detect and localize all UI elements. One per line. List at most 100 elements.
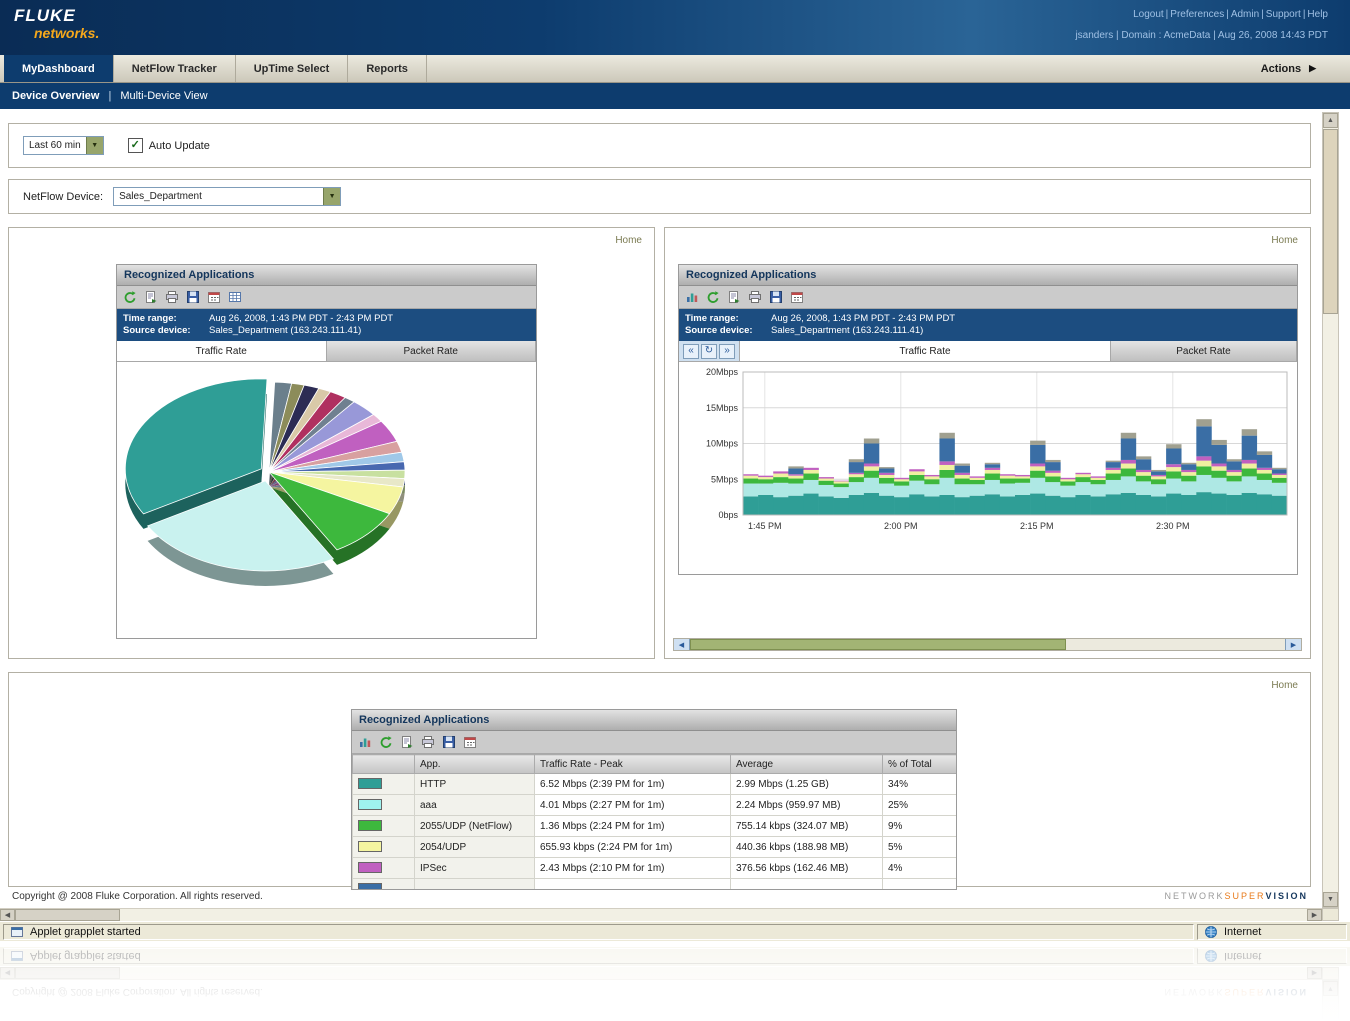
time-range-value: Aug 26, 2008, 1:43 PM PDT - 2:43 PM PDT [209, 313, 394, 324]
widget-info: Time range: Aug 26, 2008, 1:43 PM PDT - 2… [117, 309, 536, 341]
source-device-value: Sales_Department (163.243.111.41) [771, 325, 924, 336]
table-row: aaa 4.01 Mbps (2:27 PM for 1m) 2.24 Mbps (… [352, 794, 956, 816]
widget-title: Recognized Applications [352, 710, 956, 731]
pct-cell: 5% [882, 836, 956, 858]
print-icon[interactable] [747, 289, 763, 305]
time-range-value: Last 60 min [29, 140, 81, 151]
header-link-admin[interactable]: Admin [1230, 9, 1260, 20]
separator: | [108, 90, 112, 102]
tab-reports[interactable]: Reports [348, 55, 427, 82]
netflow-device-select[interactable]: Sales_Department ▼ [113, 187, 342, 206]
table-row [352, 878, 956, 889]
export-icon[interactable] [143, 289, 159, 305]
export-icon[interactable] [726, 289, 742, 305]
calendar-icon[interactable] [462, 734, 478, 750]
actions-label: Actions [1260, 62, 1302, 75]
chart-icon[interactable] [357, 734, 373, 750]
header-link-preferences[interactable]: Preferences [1170, 9, 1225, 20]
session-info: jsanders | Domain : AcmeData | Aug 26, 2… [1075, 30, 1328, 41]
chart-scrollbar[interactable]: ◀ ▶ [673, 638, 1302, 651]
auto-update-checkbox[interactable]: ✓ [127, 138, 143, 153]
tab-uptime-select[interactable]: UpTime Select [236, 55, 349, 82]
pie-panel: Home Recognized Applications Time range:… [8, 227, 655, 659]
table-row: 2055/UDP (NetFlow) 1.36 Mbps (2:24 PM for… [352, 815, 956, 837]
peak-cell: 2.43 Mbps (2:10 PM for 1m) [534, 857, 731, 879]
tab-packet-rate[interactable]: Packet Rate [1111, 341, 1297, 361]
scroll-left-icon[interactable]: ◀ [674, 639, 690, 650]
scrollbar-thumb[interactable] [690, 639, 1067, 650]
widget-tabs: «↻» Traffic Rate Packet Rate [679, 341, 1297, 362]
trend-nav: «↻» [679, 341, 740, 361]
header-link-support[interactable]: Support [1265, 9, 1301, 20]
table-panel: Home Recognized Applications App. Traffi… [8, 672, 1311, 890]
back-icon[interactable] [378, 734, 394, 750]
scroll-right-icon[interactable]: ▶ [1307, 909, 1322, 921]
skip-back-icon[interactable]: « [683, 343, 699, 359]
separator: | [1165, 9, 1169, 20]
recognized-applications-trend-widget: Recognized Applications Time range: Aug 2… [678, 264, 1298, 575]
scrollbar-track[interactable] [120, 909, 1307, 921]
source-device-label: Source device: [123, 325, 191, 336]
chevron-down-icon: ▼ [323, 188, 341, 205]
scroll-down-icon[interactable]: ▼ [1323, 892, 1338, 907]
subnav-device-overview[interactable]: Device Overview [12, 90, 100, 102]
actions-menu[interactable]: Actions ▶ [1261, 55, 1316, 82]
chart-icon[interactable] [684, 289, 700, 305]
widget-title: Recognized Applications [117, 265, 536, 286]
tab-traffic-rate[interactable]: Traffic Rate [740, 341, 1111, 361]
scroll-right-icon[interactable]: ▶ [1285, 639, 1301, 650]
col-average[interactable]: Average [730, 754, 883, 774]
svg-text:1:45 PM: 1:45 PM [748, 521, 782, 531]
tab-mydashboard[interactable]: MyDashboard [4, 55, 114, 82]
swatch-cell [352, 773, 415, 795]
scrollbar-thumb[interactable] [15, 909, 120, 921]
skip-forward-icon[interactable]: » [719, 343, 735, 359]
save-icon[interactable] [185, 289, 201, 305]
time-range-select[interactable]: Last 60 min ▼ [23, 136, 104, 155]
pct-cell: 9% [882, 815, 956, 837]
col-app[interactable]: App. [414, 754, 535, 774]
application-window: FLUKE networks. Logout|Preferences|Admin… [0, 947, 1350, 1021]
browser-hscrollbar[interactable]: ◀ ▶ [0, 908, 1322, 921]
browser-vscrollbar[interactable]: ▲ ▼ [1322, 112, 1339, 908]
save-icon[interactable] [768, 289, 784, 305]
header-link-help[interactable]: Help [1307, 9, 1328, 20]
back-icon[interactable] [122, 289, 138, 305]
table-icon[interactable] [227, 289, 243, 305]
back-icon[interactable] [705, 289, 721, 305]
print-icon[interactable] [420, 734, 436, 750]
tab-packet-rate[interactable]: Packet Rate [326, 341, 536, 361]
header-links: Logout | Preferences | Admin | Support | Help [1075, 9, 1328, 20]
home-link[interactable]: Home [615, 235, 642, 246]
time-range-controls: Last 60 min ▼ ✓ Auto Update [8, 123, 1311, 168]
app-table-body: HTTP 6.52 Mbps (2:39 PM for 1m) 2.99 Mbps … [352, 773, 956, 889]
scrollbar-thumb[interactable] [1323, 129, 1338, 314]
col-pct-total[interactable]: % of Total [882, 754, 956, 774]
export-icon[interactable] [399, 734, 415, 750]
scrollbar-track[interactable] [1066, 639, 1285, 650]
save-icon[interactable] [441, 734, 457, 750]
print-icon[interactable] [164, 289, 180, 305]
avg-cell: 440.36 kbps (188.98 MB) [730, 836, 883, 858]
source-device-label: Source device: [685, 325, 753, 336]
scroll-up-icon[interactable]: ▲ [1323, 113, 1338, 128]
subnav-multi-device-view[interactable]: Multi-Device View [120, 90, 208, 102]
recognized-applications-table-widget: Recognized Applications App. Traffic Rat… [351, 709, 957, 890]
status-zone-segment: Internet [1197, 923, 1347, 940]
security-zone: Internet [1224, 925, 1262, 938]
calendar-icon[interactable] [206, 289, 222, 305]
col-peak[interactable]: Traffic Rate - Peak [534, 754, 731, 774]
home-link[interactable]: Home [1271, 235, 1298, 246]
tab-netflow-tracker[interactable]: NetFlow Tracker [114, 55, 236, 82]
tab-traffic-rate[interactable]: Traffic Rate [117, 341, 327, 361]
chevron-right-icon: ▶ [1309, 63, 1316, 73]
calendar-icon[interactable] [789, 289, 805, 305]
table-row: IPSec 2.43 Mbps (2:10 PM for 1m) 376.56 kb… [352, 857, 956, 879]
scroll-left-icon[interactable]: ◀ [0, 909, 15, 921]
pct-cell: 4% [882, 857, 956, 879]
home-link[interactable]: Home [1271, 680, 1298, 691]
separator: | [1261, 9, 1264, 20]
app-header: FLUKE networks. Logout | Preferences | Admin… [0, 0, 1350, 55]
refresh-icon[interactable]: ↻ [701, 343, 717, 359]
header-link-logout[interactable]: Logout [1133, 9, 1164, 20]
